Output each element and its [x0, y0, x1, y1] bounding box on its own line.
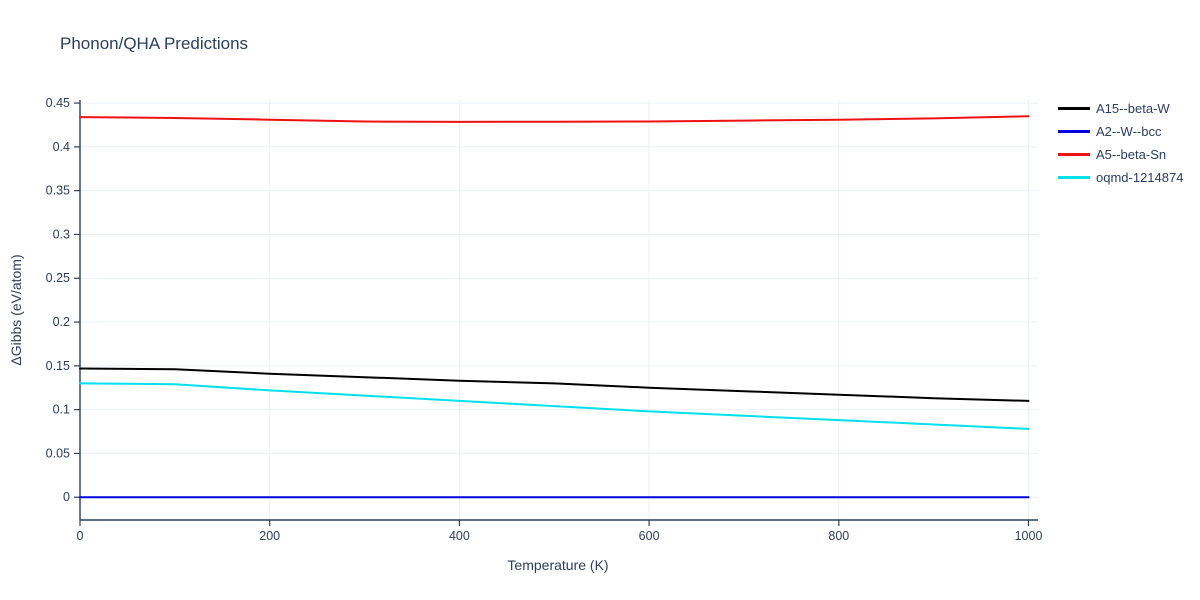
y-tick-label: 0.25	[46, 271, 70, 285]
y-tick-label: 0.4	[53, 140, 70, 154]
series-line-oqmd-1214874	[79, 382, 1030, 430]
legend: A15--beta-W A2--W--bcc A5--beta-Sn oqmd-121…	[1058, 100, 1183, 185]
x-tick-label: 400	[449, 529, 470, 543]
y-tick-label: 0.1	[53, 403, 70, 417]
legend-label: A5--beta-Sn	[1096, 146, 1167, 162]
x-tick-label: 200	[259, 529, 280, 543]
legend-line-swatch	[1058, 129, 1090, 133]
legend-item-oqmd-1214874[interactable]: oqmd-1214874	[1058, 169, 1183, 185]
legend-label: A15--beta-W	[1096, 100, 1170, 116]
legend-item-A5--beta-Sn[interactable]: A5--beta-Sn	[1058, 146, 1183, 162]
gridlines	[79, 100, 1038, 520]
legend-item-A2--W--bcc[interactable]: A2--W--bcc	[1058, 123, 1183, 139]
legend-label: oqmd-1214874	[1096, 169, 1184, 185]
legend-item-A15--beta-W[interactable]: A15--beta-W	[1058, 100, 1183, 116]
x-tick-label: 800	[828, 529, 849, 543]
legend-line-swatch	[1058, 152, 1090, 156]
x-axis-label: Temperature (K)	[507, 557, 609, 573]
axes: 0 200 400 600 800 1000 0 0.05 0.1 0.15 0.2 0.25 0.3 0…	[46, 96, 1043, 543]
y-tick-label: 0.45	[46, 96, 70, 110]
series-line-A15--beta-W	[79, 367, 1030, 402]
y-tick-label: 0.2	[53, 315, 70, 329]
y-tick-label: 0.05	[46, 446, 70, 460]
legend-label: A2--W--bcc	[1096, 123, 1162, 139]
series-line-A5--beta-Sn	[79, 115, 1030, 123]
y-axis-label: ΔGibbs (eV/atom)	[8, 254, 24, 366]
legend-line-swatch	[1058, 175, 1090, 179]
x-tick-label: 0	[77, 529, 84, 543]
y-tick-label: 0.15	[46, 359, 70, 373]
chart-title: Phonon/QHA Predictions	[60, 34, 249, 53]
y-tick-label: 0.3	[53, 227, 70, 241]
y-tick-label: 0.35	[46, 184, 70, 198]
y-tick-label: 0	[63, 490, 70, 504]
x-tick-label: 1000	[1015, 529, 1043, 543]
legend-line-swatch	[1058, 106, 1090, 110]
x-tick-label: 600	[639, 529, 660, 543]
